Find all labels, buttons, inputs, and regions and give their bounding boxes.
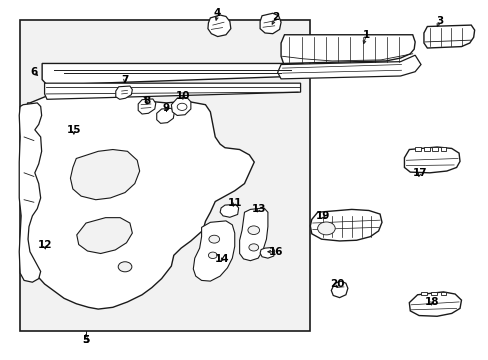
Text: 10: 10 bbox=[176, 91, 190, 101]
Polygon shape bbox=[42, 63, 303, 85]
Circle shape bbox=[247, 226, 259, 234]
Polygon shape bbox=[408, 292, 461, 316]
Polygon shape bbox=[44, 83, 300, 99]
Polygon shape bbox=[423, 147, 429, 150]
Polygon shape bbox=[19, 103, 41, 282]
Text: 17: 17 bbox=[412, 168, 427, 178]
Polygon shape bbox=[310, 210, 381, 241]
Polygon shape bbox=[138, 99, 156, 114]
Text: 5: 5 bbox=[82, 334, 89, 345]
Polygon shape bbox=[420, 292, 426, 296]
Text: 18: 18 bbox=[424, 297, 439, 307]
Polygon shape bbox=[220, 204, 238, 217]
Polygon shape bbox=[239, 208, 267, 261]
Text: 13: 13 bbox=[251, 204, 266, 214]
Polygon shape bbox=[260, 247, 274, 258]
Polygon shape bbox=[277, 55, 420, 79]
Text: 3: 3 bbox=[435, 17, 442, 27]
Polygon shape bbox=[20, 21, 310, 330]
Polygon shape bbox=[440, 147, 446, 150]
Text: 14: 14 bbox=[215, 254, 229, 264]
Polygon shape bbox=[404, 147, 459, 173]
Polygon shape bbox=[281, 35, 414, 63]
Text: 15: 15 bbox=[66, 125, 81, 135]
Text: 19: 19 bbox=[315, 211, 329, 221]
Polygon shape bbox=[330, 281, 347, 298]
Polygon shape bbox=[193, 221, 234, 281]
Text: 5: 5 bbox=[82, 334, 89, 345]
Polygon shape bbox=[440, 292, 446, 296]
Polygon shape bbox=[423, 25, 474, 48]
Polygon shape bbox=[77, 218, 132, 253]
Circle shape bbox=[118, 262, 132, 272]
Polygon shape bbox=[260, 13, 281, 34]
Polygon shape bbox=[414, 147, 420, 150]
Circle shape bbox=[208, 252, 217, 258]
Polygon shape bbox=[430, 292, 436, 296]
Text: 6: 6 bbox=[30, 67, 38, 77]
Polygon shape bbox=[27, 85, 254, 309]
Polygon shape bbox=[70, 149, 140, 200]
Polygon shape bbox=[116, 86, 132, 99]
Circle shape bbox=[317, 222, 334, 235]
Text: 11: 11 bbox=[227, 198, 242, 208]
Polygon shape bbox=[207, 15, 230, 37]
Circle shape bbox=[248, 244, 258, 251]
Circle shape bbox=[208, 235, 219, 243]
Circle shape bbox=[177, 103, 186, 111]
Text: 12: 12 bbox=[37, 239, 52, 249]
Text: 8: 8 bbox=[143, 96, 150, 106]
Polygon shape bbox=[157, 108, 174, 123]
Text: 1: 1 bbox=[362, 30, 369, 40]
Text: 7: 7 bbox=[121, 75, 128, 85]
Text: 2: 2 bbox=[272, 12, 279, 22]
Text: 20: 20 bbox=[329, 279, 344, 289]
Polygon shape bbox=[171, 98, 190, 116]
Polygon shape bbox=[431, 147, 437, 150]
Text: 16: 16 bbox=[268, 247, 283, 257]
Text: 9: 9 bbox=[163, 103, 170, 113]
Text: 4: 4 bbox=[214, 8, 221, 18]
